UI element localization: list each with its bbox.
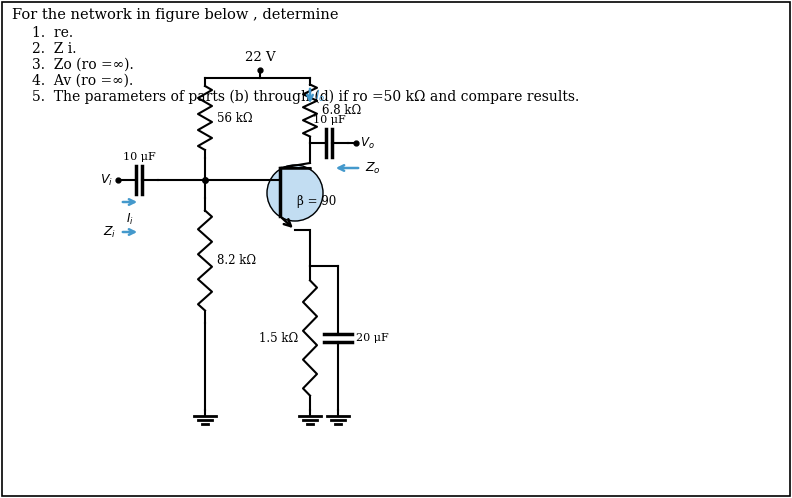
Text: 10 μF: 10 μF (313, 115, 345, 125)
Text: 56 kΩ: 56 kΩ (217, 112, 253, 124)
Text: $V_i$: $V_i$ (100, 172, 113, 188)
Text: 3.  Zo (ro =∞).: 3. Zo (ro =∞). (32, 58, 134, 72)
Text: 4.  Av (ro =∞).: 4. Av (ro =∞). (32, 74, 133, 88)
Text: $I_o$: $I_o$ (315, 89, 326, 104)
Circle shape (267, 165, 323, 221)
Text: 6.8 kΩ: 6.8 kΩ (322, 104, 361, 117)
Text: For the network in figure below , determine: For the network in figure below , determ… (12, 8, 338, 22)
Text: $V_o$: $V_o$ (360, 135, 375, 150)
Text: 8.2 kΩ: 8.2 kΩ (217, 254, 256, 267)
Text: β = 90: β = 90 (297, 195, 337, 208)
Text: 2.  Z i.: 2. Z i. (32, 42, 77, 56)
Text: 5.  The parameters of parts (b) through (d) if ro =50 kΩ and compare results.: 5. The parameters of parts (b) through (… (32, 90, 579, 105)
Text: $I_i$: $I_i$ (126, 212, 134, 227)
Text: 1.  re.: 1. re. (32, 26, 73, 40)
Text: 1.5 kΩ: 1.5 kΩ (259, 332, 298, 345)
Text: 10 μF: 10 μF (123, 152, 155, 162)
Text: $Z_o$: $Z_o$ (365, 160, 381, 176)
Text: 20 μF: 20 μF (356, 333, 389, 343)
Text: 22 V: 22 V (245, 51, 276, 64)
Text: $Z_i$: $Z_i$ (103, 225, 116, 240)
